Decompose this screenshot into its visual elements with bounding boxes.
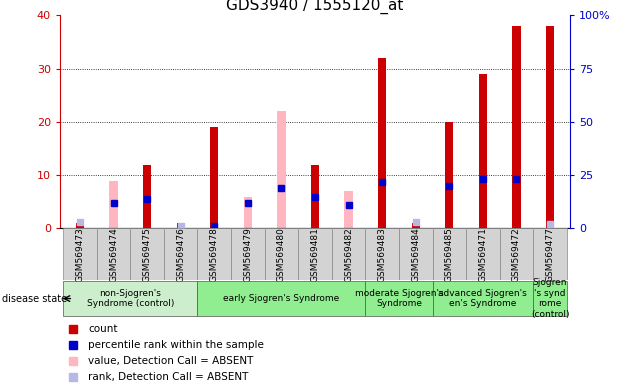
Bar — [110, 180, 118, 228]
Bar — [210, 127, 219, 228]
Bar — [500, 228, 533, 280]
Bar — [63, 281, 197, 316]
Text: GSM569479: GSM569479 — [243, 227, 253, 282]
Text: Sjogren
's synd
rome
(control): Sjogren 's synd rome (control) — [530, 278, 570, 319]
Text: GSM569482: GSM569482 — [344, 227, 353, 282]
Bar — [345, 191, 353, 228]
Bar — [298, 228, 332, 280]
Text: rank, Detection Call = ABSENT: rank, Detection Call = ABSENT — [88, 372, 248, 382]
Bar — [265, 228, 298, 280]
Bar — [399, 228, 433, 280]
Text: GSM569477: GSM569477 — [546, 227, 554, 282]
Bar — [231, 228, 265, 280]
Bar — [63, 228, 97, 280]
Bar — [479, 74, 487, 228]
Text: non-Sjogren's
Syndrome (control): non-Sjogren's Syndrome (control) — [87, 289, 174, 308]
Bar — [365, 281, 433, 316]
Bar — [546, 26, 554, 228]
Text: GSM569473: GSM569473 — [76, 227, 84, 282]
Bar — [512, 26, 520, 228]
Bar — [433, 281, 533, 316]
Bar — [332, 228, 365, 280]
Bar — [433, 228, 466, 280]
Bar — [466, 228, 500, 280]
Text: GSM569478: GSM569478 — [210, 227, 219, 282]
Bar — [97, 228, 130, 280]
Text: advanced Sjogren's
en's Syndrome: advanced Sjogren's en's Syndrome — [438, 289, 527, 308]
Text: GSM569472: GSM569472 — [512, 227, 521, 282]
Bar — [311, 164, 319, 228]
Bar — [76, 223, 84, 228]
Text: GSM569476: GSM569476 — [176, 227, 185, 282]
Bar — [445, 122, 454, 228]
Text: GSM569475: GSM569475 — [142, 227, 152, 282]
Bar — [197, 228, 231, 280]
Text: GSM569485: GSM569485 — [445, 227, 454, 282]
Text: disease state: disease state — [2, 293, 67, 304]
Bar — [164, 228, 197, 280]
Text: GSM569483: GSM569483 — [377, 227, 387, 282]
Bar — [533, 281, 567, 316]
Text: value, Detection Call = ABSENT: value, Detection Call = ABSENT — [88, 356, 253, 366]
Bar — [197, 281, 365, 316]
Text: count: count — [88, 324, 117, 334]
Bar — [143, 164, 151, 228]
Bar — [411, 223, 420, 228]
Bar — [277, 111, 285, 228]
Text: GSM569474: GSM569474 — [109, 227, 118, 282]
Text: GSM569471: GSM569471 — [478, 227, 488, 282]
Bar — [130, 228, 164, 280]
Bar — [244, 197, 252, 228]
Title: GDS3940 / 1555120_at: GDS3940 / 1555120_at — [226, 0, 404, 14]
Text: GSM569480: GSM569480 — [277, 227, 286, 282]
Bar — [365, 228, 399, 280]
Bar — [533, 228, 567, 280]
Text: percentile rank within the sample: percentile rank within the sample — [88, 340, 264, 350]
Text: moderate Sjogren's
Syndrome: moderate Sjogren's Syndrome — [355, 289, 444, 308]
Text: early Sjogren's Syndrome: early Sjogren's Syndrome — [223, 294, 340, 303]
Bar — [176, 223, 185, 228]
Bar — [378, 58, 386, 228]
Text: GSM569481: GSM569481 — [311, 227, 319, 282]
Text: GSM569484: GSM569484 — [411, 227, 420, 282]
